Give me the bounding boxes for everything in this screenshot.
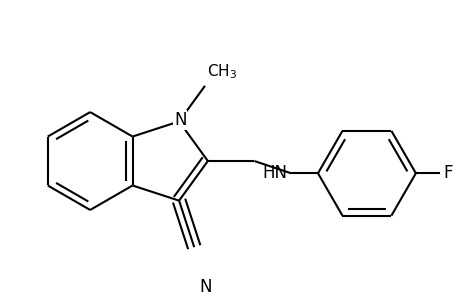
Text: N: N	[199, 278, 212, 296]
Text: CH$_3$: CH$_3$	[207, 62, 237, 81]
Text: F: F	[443, 164, 452, 182]
Text: HN: HN	[262, 164, 287, 182]
Text: N: N	[174, 111, 186, 129]
